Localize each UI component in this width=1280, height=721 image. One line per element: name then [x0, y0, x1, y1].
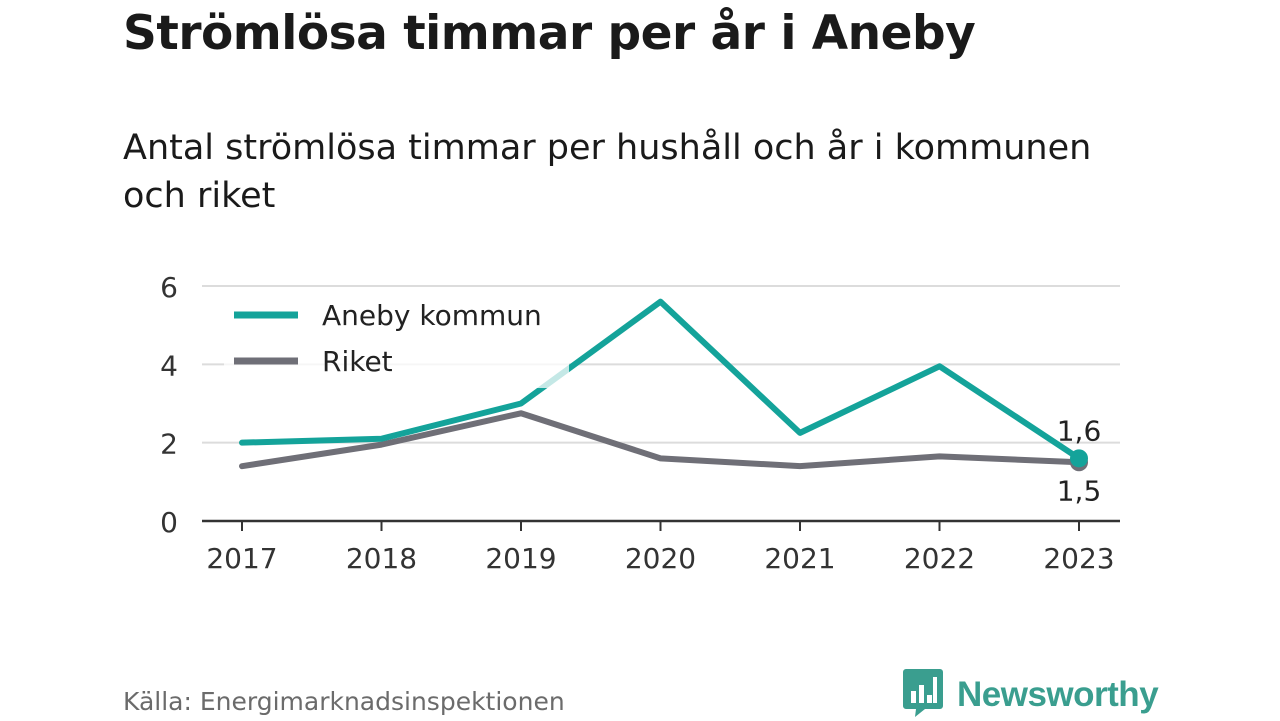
series-line: [239, 410, 1082, 470]
y-tick-label: 6: [160, 271, 178, 304]
series-line: [239, 298, 1082, 462]
y-tick-label: 4: [160, 349, 178, 382]
x-tick-label: 2019: [485, 542, 556, 575]
x-tick-label: 2018: [346, 542, 417, 575]
x-tick-label: 2022: [904, 542, 975, 575]
data-labels: 1,6 1,5: [1057, 414, 1102, 507]
x-tick-label: 2020: [625, 542, 696, 575]
data-label: 1,6: [1057, 414, 1102, 447]
x-tick-label: 2021: [764, 542, 835, 575]
legend-label: Riket: [322, 345, 393, 378]
bar-chart-speech-bubble-icon: [903, 669, 943, 721]
x-tick-label: 2023: [1043, 542, 1114, 575]
brand-logo: Newsworthy: [903, 669, 1159, 721]
brand-name: Newsworthy: [957, 675, 1159, 714]
legend-label: Aneby kommun: [322, 299, 542, 332]
end-point-marker: [1070, 449, 1088, 468]
axes: 0 2 4 6 2017 2018 2019 2020 2021 2022 2023: [160, 271, 1120, 575]
y-tick-label: 0: [160, 506, 178, 539]
legend-background: [224, 294, 569, 388]
source-note: Källa: Energimarknadsinspektionen: [123, 687, 565, 716]
series: [239, 298, 1088, 472]
chart-subtitle: Antal strömlösa timmar per hushåll och å…: [123, 128, 1092, 216]
legend: Aneby kommun Riket: [224, 294, 569, 388]
chart-title: Strömlösa timmar per år i Aneby: [123, 6, 976, 61]
x-tick-label: 2017: [206, 542, 277, 575]
y-tick-label: 2: [160, 428, 178, 461]
data-label: 1,5: [1057, 474, 1102, 507]
